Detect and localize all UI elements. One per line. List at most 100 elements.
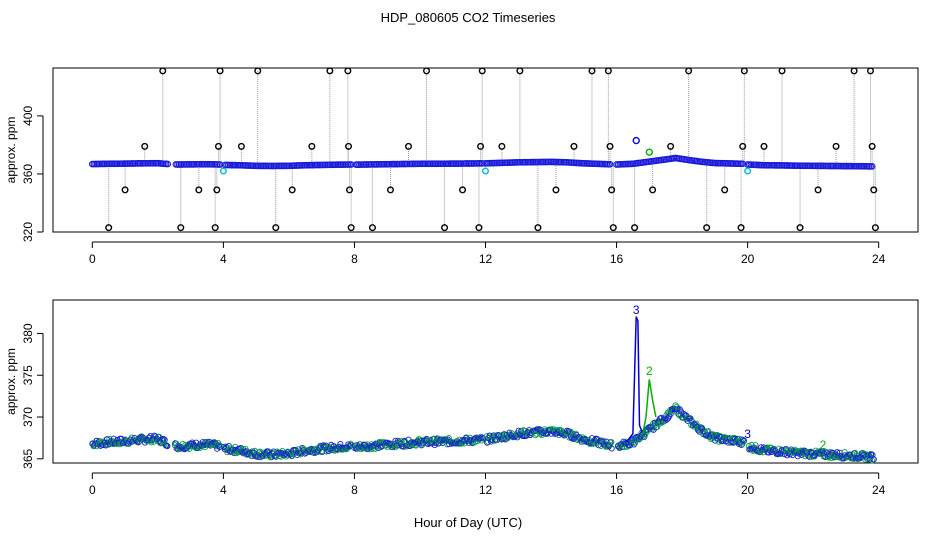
series-3-line bbox=[625, 316, 644, 443]
spike-point bbox=[477, 142, 485, 150]
flagged-point bbox=[219, 167, 227, 175]
baseline-point bbox=[606, 160, 614, 168]
trace-point-green bbox=[752, 442, 759, 449]
spike-point bbox=[288, 186, 296, 194]
top-x-tick-label: 0 bbox=[89, 252, 96, 266]
bottom-y-tick-label: 370 bbox=[21, 407, 35, 427]
spike-point bbox=[721, 186, 729, 194]
trace-point-blue bbox=[869, 451, 876, 458]
spike-point bbox=[868, 142, 876, 150]
spike-point bbox=[475, 224, 483, 232]
series-label: 2 bbox=[646, 364, 653, 378]
trace-point-blue bbox=[347, 442, 354, 449]
bottom-x-tick-label: 4 bbox=[220, 483, 227, 497]
spike-point bbox=[347, 224, 355, 232]
spike-point bbox=[608, 186, 616, 194]
spike-point bbox=[649, 186, 657, 194]
spike-point bbox=[326, 67, 334, 75]
top-y-tick-label: 320 bbox=[21, 222, 35, 242]
spike-point bbox=[570, 142, 578, 150]
spike-point bbox=[737, 224, 745, 232]
trace-point-green bbox=[289, 450, 296, 457]
figure-title: HDP_080605 CO2 Timeseries bbox=[381, 10, 556, 25]
spike-point bbox=[159, 67, 167, 75]
trace-point-green bbox=[148, 439, 155, 446]
spike-point bbox=[141, 142, 149, 150]
bottom-x-tick-label: 0 bbox=[89, 483, 96, 497]
spike-point bbox=[667, 142, 675, 150]
baseline-point bbox=[739, 160, 747, 168]
trace-point-green bbox=[114, 440, 121, 448]
spike-point bbox=[832, 142, 840, 150]
spike-point bbox=[345, 142, 353, 150]
spike-point bbox=[423, 67, 431, 75]
trace-point-green bbox=[684, 414, 691, 421]
spike-point bbox=[516, 67, 524, 75]
top-x-tick-label: 16 bbox=[610, 252, 624, 266]
spike-point bbox=[850, 67, 858, 75]
spike-point bbox=[703, 224, 711, 232]
spike-point bbox=[609, 224, 617, 232]
baseline-point bbox=[347, 161, 355, 168]
spike-point bbox=[368, 224, 376, 232]
bottom-x-tick-label: 8 bbox=[351, 483, 358, 497]
trace-point-blue bbox=[626, 442, 634, 449]
trace-point-blue bbox=[689, 422, 696, 429]
spike-point bbox=[121, 186, 129, 194]
series-2-line bbox=[642, 379, 657, 434]
flagged-point bbox=[482, 167, 490, 175]
trace-point-green bbox=[669, 407, 676, 414]
baseline-point bbox=[216, 161, 224, 168]
trace-point-green bbox=[722, 435, 729, 442]
spike-point bbox=[534, 224, 542, 232]
bottom-x-tick-label: 12 bbox=[479, 483, 493, 497]
spike-point bbox=[870, 186, 878, 194]
x-axis-label: Hour of Day (UTC) bbox=[414, 515, 522, 530]
series-label: 3 bbox=[744, 427, 751, 441]
series-label: 3 bbox=[633, 303, 640, 317]
spike-point bbox=[237, 142, 245, 150]
trace-point-blue bbox=[641, 433, 648, 440]
trace-point-green bbox=[623, 443, 631, 450]
bottom-x-tick-label: 20 bbox=[741, 483, 755, 497]
spike-point bbox=[213, 186, 221, 194]
trace-point-blue bbox=[164, 443, 171, 450]
spike-point bbox=[386, 186, 394, 194]
top-x-tick-label: 20 bbox=[741, 252, 755, 266]
trace-point-blue bbox=[740, 437, 748, 444]
top-y-axis-label: approx. ppm bbox=[4, 117, 18, 184]
top-y-tick-label: 360 bbox=[21, 164, 35, 184]
spike-point bbox=[211, 224, 219, 232]
baseline-point bbox=[164, 160, 172, 168]
green-point bbox=[645, 148, 654, 156]
spike-point bbox=[344, 67, 352, 75]
spike-point bbox=[604, 67, 612, 75]
trace-point-green bbox=[643, 428, 650, 435]
bottom-y-axis-label: approx. ppm bbox=[4, 348, 18, 415]
trace-point-blue bbox=[135, 439, 142, 446]
top-plot-frame bbox=[52, 67, 919, 233]
top-y-tick-label: 400 bbox=[21, 106, 35, 126]
spike-point bbox=[216, 67, 224, 75]
series-label: 2 bbox=[820, 438, 827, 452]
bottom-x-tick-label: 24 bbox=[872, 483, 886, 497]
trace-point-blue bbox=[401, 437, 408, 444]
trace-point-blue bbox=[540, 429, 547, 436]
highlight-point bbox=[632, 136, 640, 145]
bottom-x-tick-label: 16 bbox=[610, 483, 624, 497]
spike-point bbox=[778, 67, 786, 75]
bottom-plot-frame bbox=[52, 299, 919, 464]
bottom-y-tick-label: 365 bbox=[21, 448, 35, 468]
flagged-point bbox=[744, 167, 752, 175]
spike-point bbox=[346, 186, 354, 194]
trace-point-blue bbox=[630, 441, 637, 448]
trace-point-green bbox=[682, 415, 690, 423]
spike-point bbox=[272, 224, 280, 232]
spike-point bbox=[740, 67, 748, 75]
trace-point-blue bbox=[596, 438, 603, 445]
trace-point-blue bbox=[870, 456, 877, 463]
spike-point bbox=[866, 67, 874, 75]
